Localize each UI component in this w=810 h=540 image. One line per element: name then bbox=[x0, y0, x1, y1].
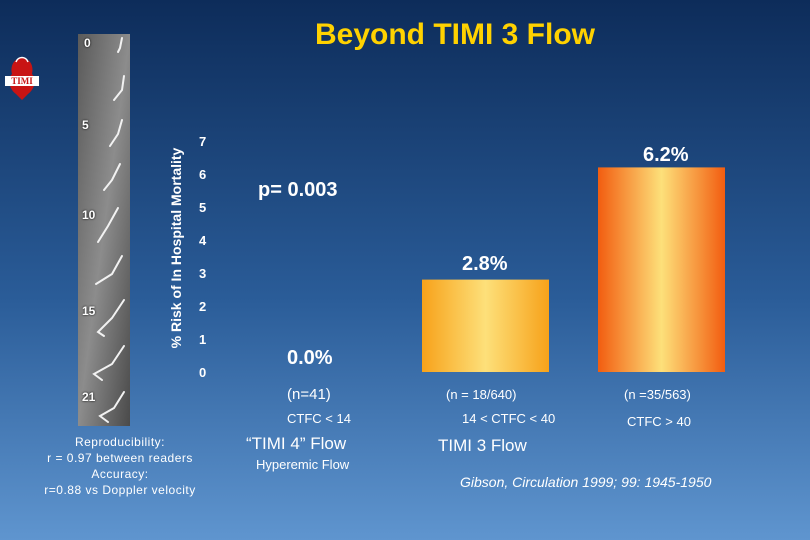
y-tick-2: 2 bbox=[199, 299, 206, 314]
y-tick-0: 0 bbox=[199, 365, 206, 380]
y-tick-1: 1 bbox=[199, 332, 206, 347]
y-tick-3: 3 bbox=[199, 266, 206, 281]
citation: Gibson, Circulation 1999; 99: 1945-1950 bbox=[460, 474, 712, 490]
repro-line-2: r = 0.97 between readers bbox=[47, 451, 193, 465]
cat-1-ctfc: CTFC < 14 bbox=[287, 411, 351, 426]
bar-3 bbox=[598, 167, 725, 372]
cat-3-ctfc: CTFC > 40 bbox=[627, 414, 691, 429]
cat-1-sub: Hyperemic Flow bbox=[256, 457, 350, 472]
angiogram-strip: 0 5 10 15 21 bbox=[78, 34, 130, 426]
frame-label-0: 0 bbox=[84, 36, 91, 50]
bar-value-label-1: 0.0% bbox=[287, 347, 333, 369]
frame-label-15: 15 bbox=[82, 304, 96, 318]
cat-2-ctfc: 14 < CTFC < 40 bbox=[462, 411, 555, 426]
repro-line-1: Reproducibility: bbox=[74, 435, 166, 449]
logo-text: TIMI bbox=[11, 76, 33, 86]
y-tick-7: 7 bbox=[199, 134, 206, 149]
cat-3-n: (n =35/563) bbox=[624, 387, 691, 402]
angiogram-images bbox=[78, 34, 130, 426]
y-tick-4: 4 bbox=[199, 233, 207, 248]
timi-logo: TIMI bbox=[5, 56, 39, 100]
y-tick-5: 5 bbox=[199, 200, 206, 215]
frame-label-5: 5 bbox=[82, 118, 89, 132]
y-axis-ticks: 0 1 2 3 4 5 6 7 bbox=[199, 134, 207, 380]
bars bbox=[422, 167, 725, 372]
bar-value-label-2: 2.8% bbox=[462, 253, 508, 275]
cat-2-n: (n = 18/640) bbox=[446, 387, 516, 402]
page-title: Beyond TIMI 3 Flow bbox=[314, 18, 595, 51]
cat-2-flow: TIMI 3 Flow bbox=[438, 436, 528, 455]
y-tick-6: 6 bbox=[199, 167, 206, 182]
p-value: p= 0.003 bbox=[258, 179, 338, 201]
frame-label-10: 10 bbox=[82, 208, 96, 222]
bar-value-label-3: 6.2% bbox=[643, 144, 689, 166]
repro-line-3: Accuracy: bbox=[91, 467, 149, 481]
bar-2 bbox=[422, 279, 549, 372]
cat-1-flow: “TIMI 4” Flow bbox=[246, 434, 347, 453]
frame-label-21: 21 bbox=[82, 390, 96, 404]
repro-line-4: r=0.88 vs Doppler velocity bbox=[44, 483, 196, 497]
reproducibility-note: Reproducibility: r = 0.97 between reader… bbox=[10, 434, 230, 498]
value-labels: 0.0% 2.8% 6.2% bbox=[287, 144, 689, 369]
cat-1-n: (n=41) bbox=[287, 386, 331, 403]
